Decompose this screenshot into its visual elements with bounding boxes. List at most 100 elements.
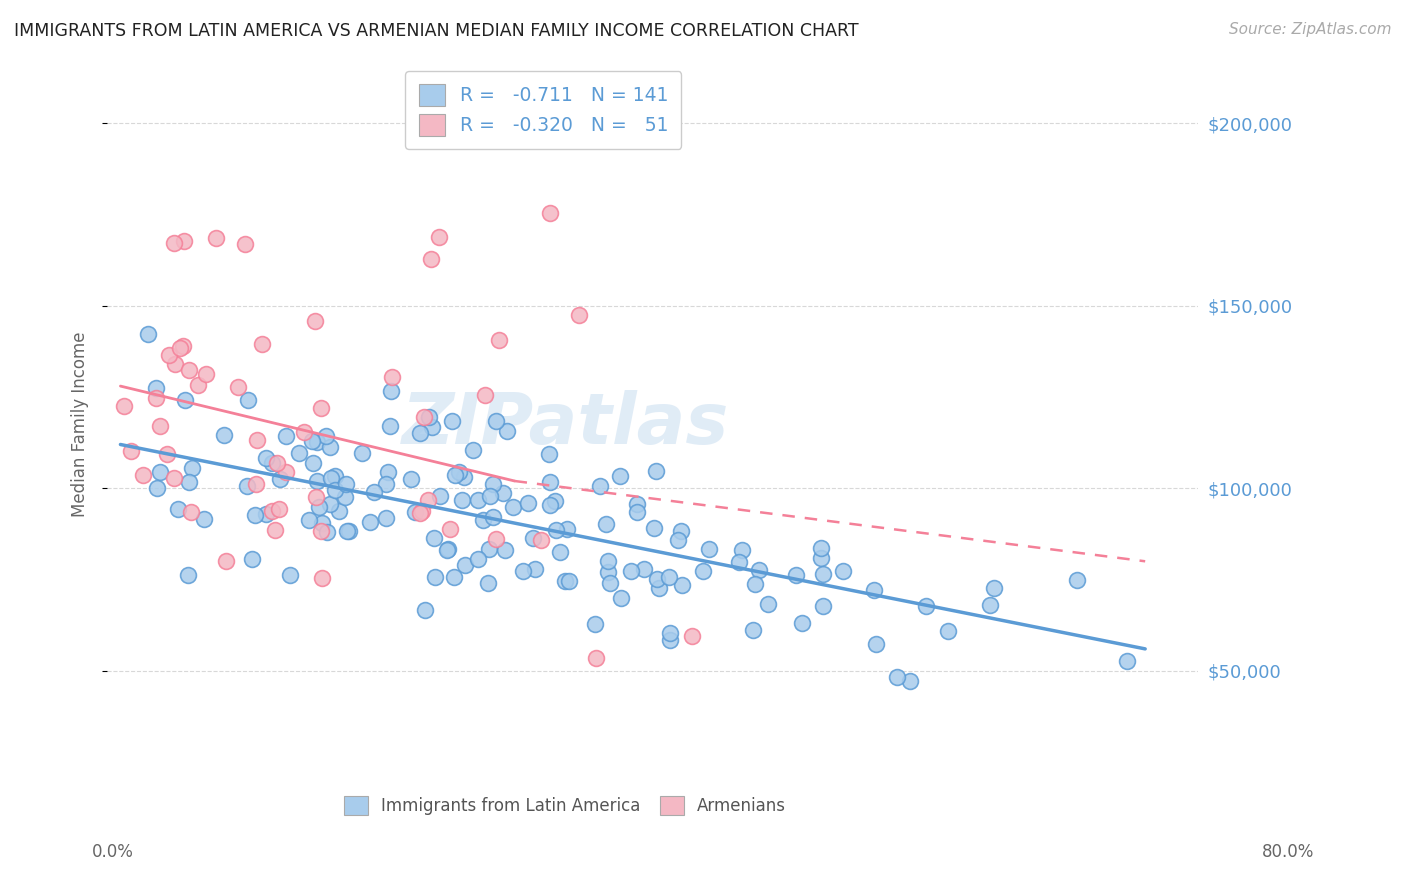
Point — [537, 447, 560, 461]
Point — [260, 456, 283, 470]
Point — [205, 231, 228, 245]
Point — [276, 429, 298, 443]
Point — [454, 558, 477, 572]
Point — [267, 501, 290, 516]
Point — [298, 512, 321, 526]
Point — [512, 564, 534, 578]
Point — [865, 637, 887, 651]
Point — [167, 502, 190, 516]
Point — [555, 523, 578, 537]
Point — [477, 576, 499, 591]
Point — [377, 465, 399, 479]
Point — [333, 490, 356, 504]
Point — [309, 401, 332, 416]
Point — [374, 511, 396, 525]
Point — [785, 568, 807, 582]
Point — [380, 384, 402, 398]
Point — [898, 674, 921, 689]
Point — [554, 574, 576, 588]
Point — [194, 367, 217, 381]
Point — [681, 629, 703, 643]
Point — [316, 525, 339, 540]
Point — [422, 532, 444, 546]
Point — [187, 378, 209, 392]
Point — [548, 545, 571, 559]
Point — [336, 524, 359, 538]
Point — [335, 477, 357, 491]
Point — [120, 443, 142, 458]
Point — [425, 570, 447, 584]
Point — [413, 603, 436, 617]
Point — [193, 511, 215, 525]
Legend: Immigrants from Latin America, Armenians: Immigrants from Latin America, Armenians — [335, 786, 796, 825]
Point — [226, 379, 249, 393]
Point — [179, 362, 201, 376]
Point — [319, 440, 342, 454]
Point — [328, 504, 350, 518]
Text: Source: ZipAtlas.com: Source: ZipAtlas.com — [1229, 22, 1392, 37]
Point — [484, 533, 506, 547]
Point — [420, 420, 443, 434]
Point — [401, 472, 423, 486]
Point — [215, 554, 238, 568]
Point — [311, 571, 333, 585]
Point — [264, 523, 287, 537]
Point — [243, 508, 266, 522]
Point — [471, 513, 494, 527]
Point — [598, 566, 620, 580]
Point — [250, 336, 273, 351]
Point — [359, 515, 381, 529]
Point — [413, 409, 436, 424]
Point — [453, 470, 475, 484]
Point — [748, 563, 770, 577]
Point — [177, 475, 200, 490]
Point — [610, 591, 633, 605]
Point — [666, 533, 689, 547]
Point — [516, 496, 538, 510]
Point — [173, 234, 195, 248]
Point — [494, 542, 516, 557]
Point — [212, 428, 235, 442]
Point — [658, 632, 681, 647]
Point — [479, 489, 502, 503]
Point — [409, 506, 432, 520]
Point — [381, 370, 404, 384]
Point — [741, 623, 763, 637]
Text: ZIPatlas: ZIPatlas — [402, 390, 728, 458]
Point — [339, 524, 361, 538]
Point — [375, 476, 398, 491]
Point — [659, 626, 682, 640]
Point — [436, 542, 458, 557]
Point — [156, 447, 179, 461]
Point — [380, 419, 402, 434]
Point — [863, 583, 886, 598]
Point — [429, 490, 451, 504]
Point — [254, 507, 277, 521]
Point — [671, 524, 693, 538]
Point — [236, 479, 259, 493]
Point — [633, 562, 655, 576]
Point — [447, 466, 470, 480]
Point — [177, 568, 200, 582]
Point — [136, 326, 159, 341]
Point — [443, 570, 465, 584]
Point — [1066, 573, 1088, 587]
Point — [245, 477, 267, 491]
Point — [831, 564, 853, 578]
Point — [278, 568, 301, 582]
Point — [538, 205, 561, 219]
Point — [269, 472, 291, 486]
Point — [983, 581, 1005, 595]
Point — [240, 552, 263, 566]
Point — [363, 484, 385, 499]
Point — [302, 456, 325, 470]
Point — [728, 555, 751, 569]
Point — [418, 410, 440, 425]
Point — [173, 393, 195, 408]
Point — [744, 577, 766, 591]
Point — [292, 425, 315, 440]
Point — [482, 509, 505, 524]
Point — [254, 450, 277, 465]
Point — [309, 524, 332, 539]
Point — [596, 554, 619, 568]
